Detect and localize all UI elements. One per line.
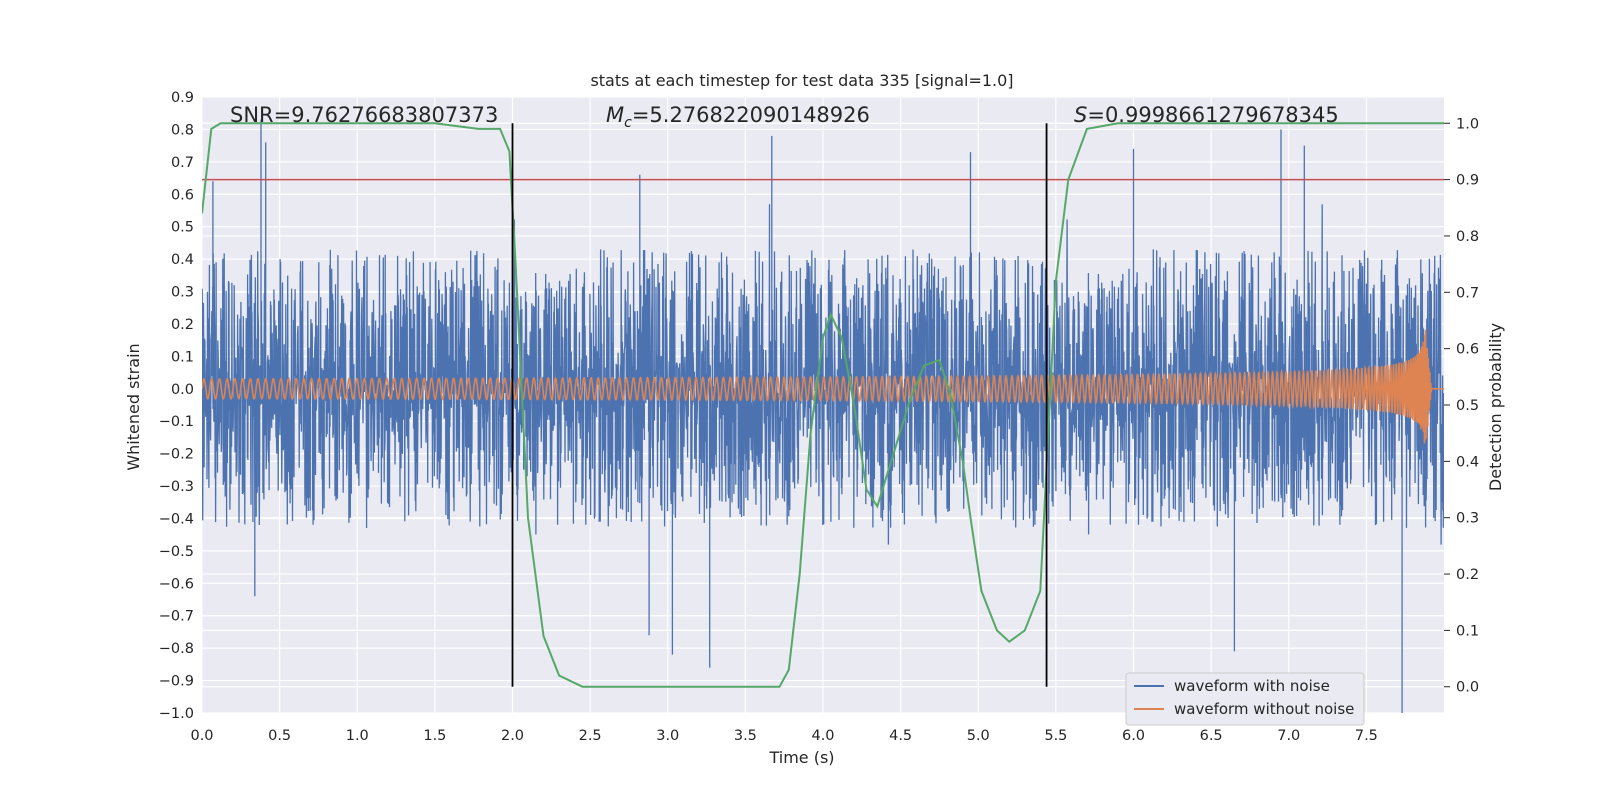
annotation-chirp-mass-subscript: c xyxy=(624,115,632,131)
y-tick-label: 0.3 xyxy=(171,285,194,301)
x-tick-label: 7.0 xyxy=(1277,728,1300,744)
x-tick-label: 0.5 xyxy=(268,728,291,744)
y-tick-label: 0.9 xyxy=(171,90,194,106)
x-tick-label: 2.5 xyxy=(579,728,602,744)
y2-tick-label: 0.3 xyxy=(1456,511,1479,527)
y2-tick-label: 0.1 xyxy=(1456,623,1479,639)
y2-tick-label: 0.5 xyxy=(1456,398,1479,414)
annotation-s-symbol: S xyxy=(1074,103,1087,127)
legend-label-waveform-with-noise: waveform with noise xyxy=(1174,677,1330,695)
y-tick-label: 0.0 xyxy=(171,382,194,398)
y2-tick-labels: 1.0 0.9 0.8 0.7 0.6 0.5 0.4 0.3 0.2 0.1 0.0 xyxy=(1444,116,1479,696)
y2-tick-label: 0.2 xyxy=(1456,567,1479,583)
y2-tick-label: 0.7 xyxy=(1456,285,1479,301)
annotation-chirp-mass: Mc=5.276822090148926 xyxy=(606,103,870,131)
x-tick-label: 6.0 xyxy=(1122,728,1145,744)
annotation-s-value: =0.9998661279678345 xyxy=(1087,103,1338,127)
y-tick-label: −0.8 xyxy=(159,641,194,657)
y-tick-label: −0.9 xyxy=(159,674,194,690)
annotation-s: S=0.9998661279678345 xyxy=(1074,103,1339,127)
legend-label-waveform-without-noise: waveform without noise xyxy=(1174,700,1354,718)
y2-tick-label: 0.4 xyxy=(1456,454,1479,470)
y-tick-label: −0.1 xyxy=(159,414,194,430)
y-tick-label: 0.1 xyxy=(171,349,194,365)
vertical-marker-lines xyxy=(511,123,1048,687)
y2-tick-label: 0.9 xyxy=(1456,173,1479,189)
x-tick-labels: 0.0 0.5 1.0 1.5 2.0 2.5 3.0 3.5 4.0 4.5 5.0 5.5 6.0 6… xyxy=(190,728,1377,744)
x-tick-label: 0.0 xyxy=(190,728,213,744)
x-tick-label: 1.5 xyxy=(423,728,446,744)
y-tick-label: 0.6 xyxy=(171,187,194,203)
annotation-chirp-mass-value: =5.276822090148926 xyxy=(632,103,870,127)
y-tick-label: 0.2 xyxy=(171,317,194,333)
data-layer xyxy=(202,119,1444,713)
x-tick-label: 3.0 xyxy=(656,728,679,744)
x-axis-label: Time (s) xyxy=(768,748,834,767)
legend-box xyxy=(1125,672,1365,726)
y-tick-label: 0.8 xyxy=(171,122,194,138)
y-tick-label: −0.2 xyxy=(159,447,194,463)
y-tick-label: −0.5 xyxy=(159,544,194,560)
x-tick-label: 5.0 xyxy=(967,728,990,744)
y-tick-label: −0.4 xyxy=(159,511,194,527)
y-tick-labels: 0.9 0.8 0.7 0.6 0.5 0.4 0.3 0.2 0.1 0.0 −0.1 −0.2 −0… xyxy=(159,90,194,722)
series-detection-probability xyxy=(202,122,1444,688)
chart-title: stats at each timestep for test data 335… xyxy=(590,71,1013,90)
y2-tick-label: 1.0 xyxy=(1456,116,1479,132)
annotation-chirp-mass-symbol: M xyxy=(606,103,624,127)
y-tick-label: 0.7 xyxy=(171,155,194,171)
annotation-snr: SNR=9.76276683807373 xyxy=(230,103,498,127)
y2-tick-label: 0.8 xyxy=(1456,229,1479,245)
x-tick-label: 6.5 xyxy=(1200,728,1223,744)
series-waveform-without-noise xyxy=(202,329,1444,444)
x-tick-label: 5.5 xyxy=(1044,728,1067,744)
y-tick-label: 0.4 xyxy=(171,252,194,268)
y-axis-label: Whitened strain xyxy=(124,343,143,470)
y-tick-label: −1.0 xyxy=(159,706,194,722)
y-tick-label: −0.6 xyxy=(159,576,194,592)
x-tick-label: 4.0 xyxy=(811,728,834,744)
y-tick-label: −0.7 xyxy=(159,609,194,625)
legend: waveform with noise waveform without noi… xyxy=(1125,672,1365,726)
y2-tick-label: 0.6 xyxy=(1456,342,1479,358)
x-tick-label: 1.0 xyxy=(346,728,369,744)
y2-tick-label: 0.0 xyxy=(1456,680,1479,696)
series-waveform-with-noise xyxy=(202,119,1444,713)
x-tick-label: 4.5 xyxy=(889,728,912,744)
x-tick-label: 7.5 xyxy=(1355,728,1378,744)
x-tick-label: 3.5 xyxy=(734,728,757,744)
y2-axis-label: Detection probability xyxy=(1486,323,1505,491)
x-tick-label: 2.0 xyxy=(501,728,524,744)
y-tick-label: −0.3 xyxy=(159,479,194,495)
y-tick-label: 0.5 xyxy=(171,220,194,236)
